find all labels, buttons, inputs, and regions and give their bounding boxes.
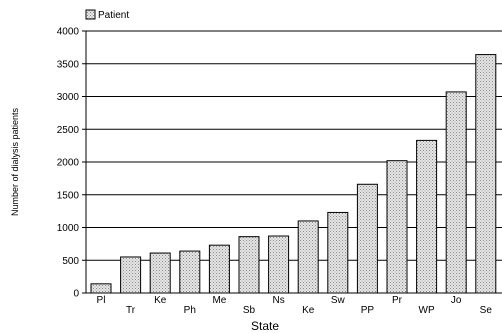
bar-9 [356, 183, 378, 294]
x-tick-label: Sb [243, 305, 256, 316]
x-tick-label: WP [419, 305, 435, 316]
bar-3 [179, 250, 201, 294]
y-tick-label: 1500 [57, 190, 80, 201]
bar-10 [386, 160, 408, 294]
x-tick-label: Sw [331, 295, 346, 306]
x-tick-label: Pr [392, 295, 403, 306]
y-tick-label: 4000 [57, 27, 80, 38]
bar-6 [268, 235, 290, 294]
legend-label: Patient [98, 10, 129, 21]
bar-7 [297, 220, 319, 294]
bar-2 [149, 252, 171, 294]
bars [90, 54, 497, 294]
bar-5 [238, 236, 260, 294]
x-tick-label: Tr [126, 305, 136, 316]
bar-4 [208, 244, 230, 294]
bar-13 [475, 54, 497, 294]
x-tick-label: Se [480, 305, 493, 316]
gridlines [86, 30, 502, 261]
x-axis-labels: Pl Tr Ke Ph Me Sb Ns Ke Sw PP Pr WP Jo Se [97, 295, 493, 316]
bar-1 [120, 256, 142, 294]
x-tick-label: Pl [97, 295, 106, 306]
x-tick-label: Ph [184, 305, 196, 316]
bar-8 [327, 211, 349, 294]
legend: Patient [85, 9, 129, 21]
y-tick-label: 0 [73, 289, 79, 300]
x-tick-label: Ke [154, 295, 167, 306]
y-tick-label: 1000 [57, 223, 80, 234]
bar-0 [90, 283, 112, 294]
y-tick-label: 3000 [57, 92, 80, 103]
bar-12 [445, 91, 467, 294]
y-axis-title: Number of dialysis patients [10, 107, 20, 216]
y-tick-label: 2000 [57, 158, 80, 169]
x-tick-label: PP [361, 305, 375, 316]
bar-11 [416, 139, 438, 294]
legend-swatch [85, 9, 96, 20]
x-tick-label: Ns [272, 295, 284, 306]
x-tick-label: Me [212, 295, 226, 306]
y-axis-ticks: 0 500 1000 1500 2000 2500 3000 3500 4000 [57, 27, 86, 300]
x-axis-title: State [251, 319, 279, 333]
y-tick-label: 500 [62, 256, 79, 267]
y-tick-label: 2500 [57, 125, 80, 136]
x-tick-label: Ke [302, 305, 315, 316]
x-tick-label: Jo [451, 295, 462, 306]
y-tick-label: 3500 [57, 59, 80, 70]
